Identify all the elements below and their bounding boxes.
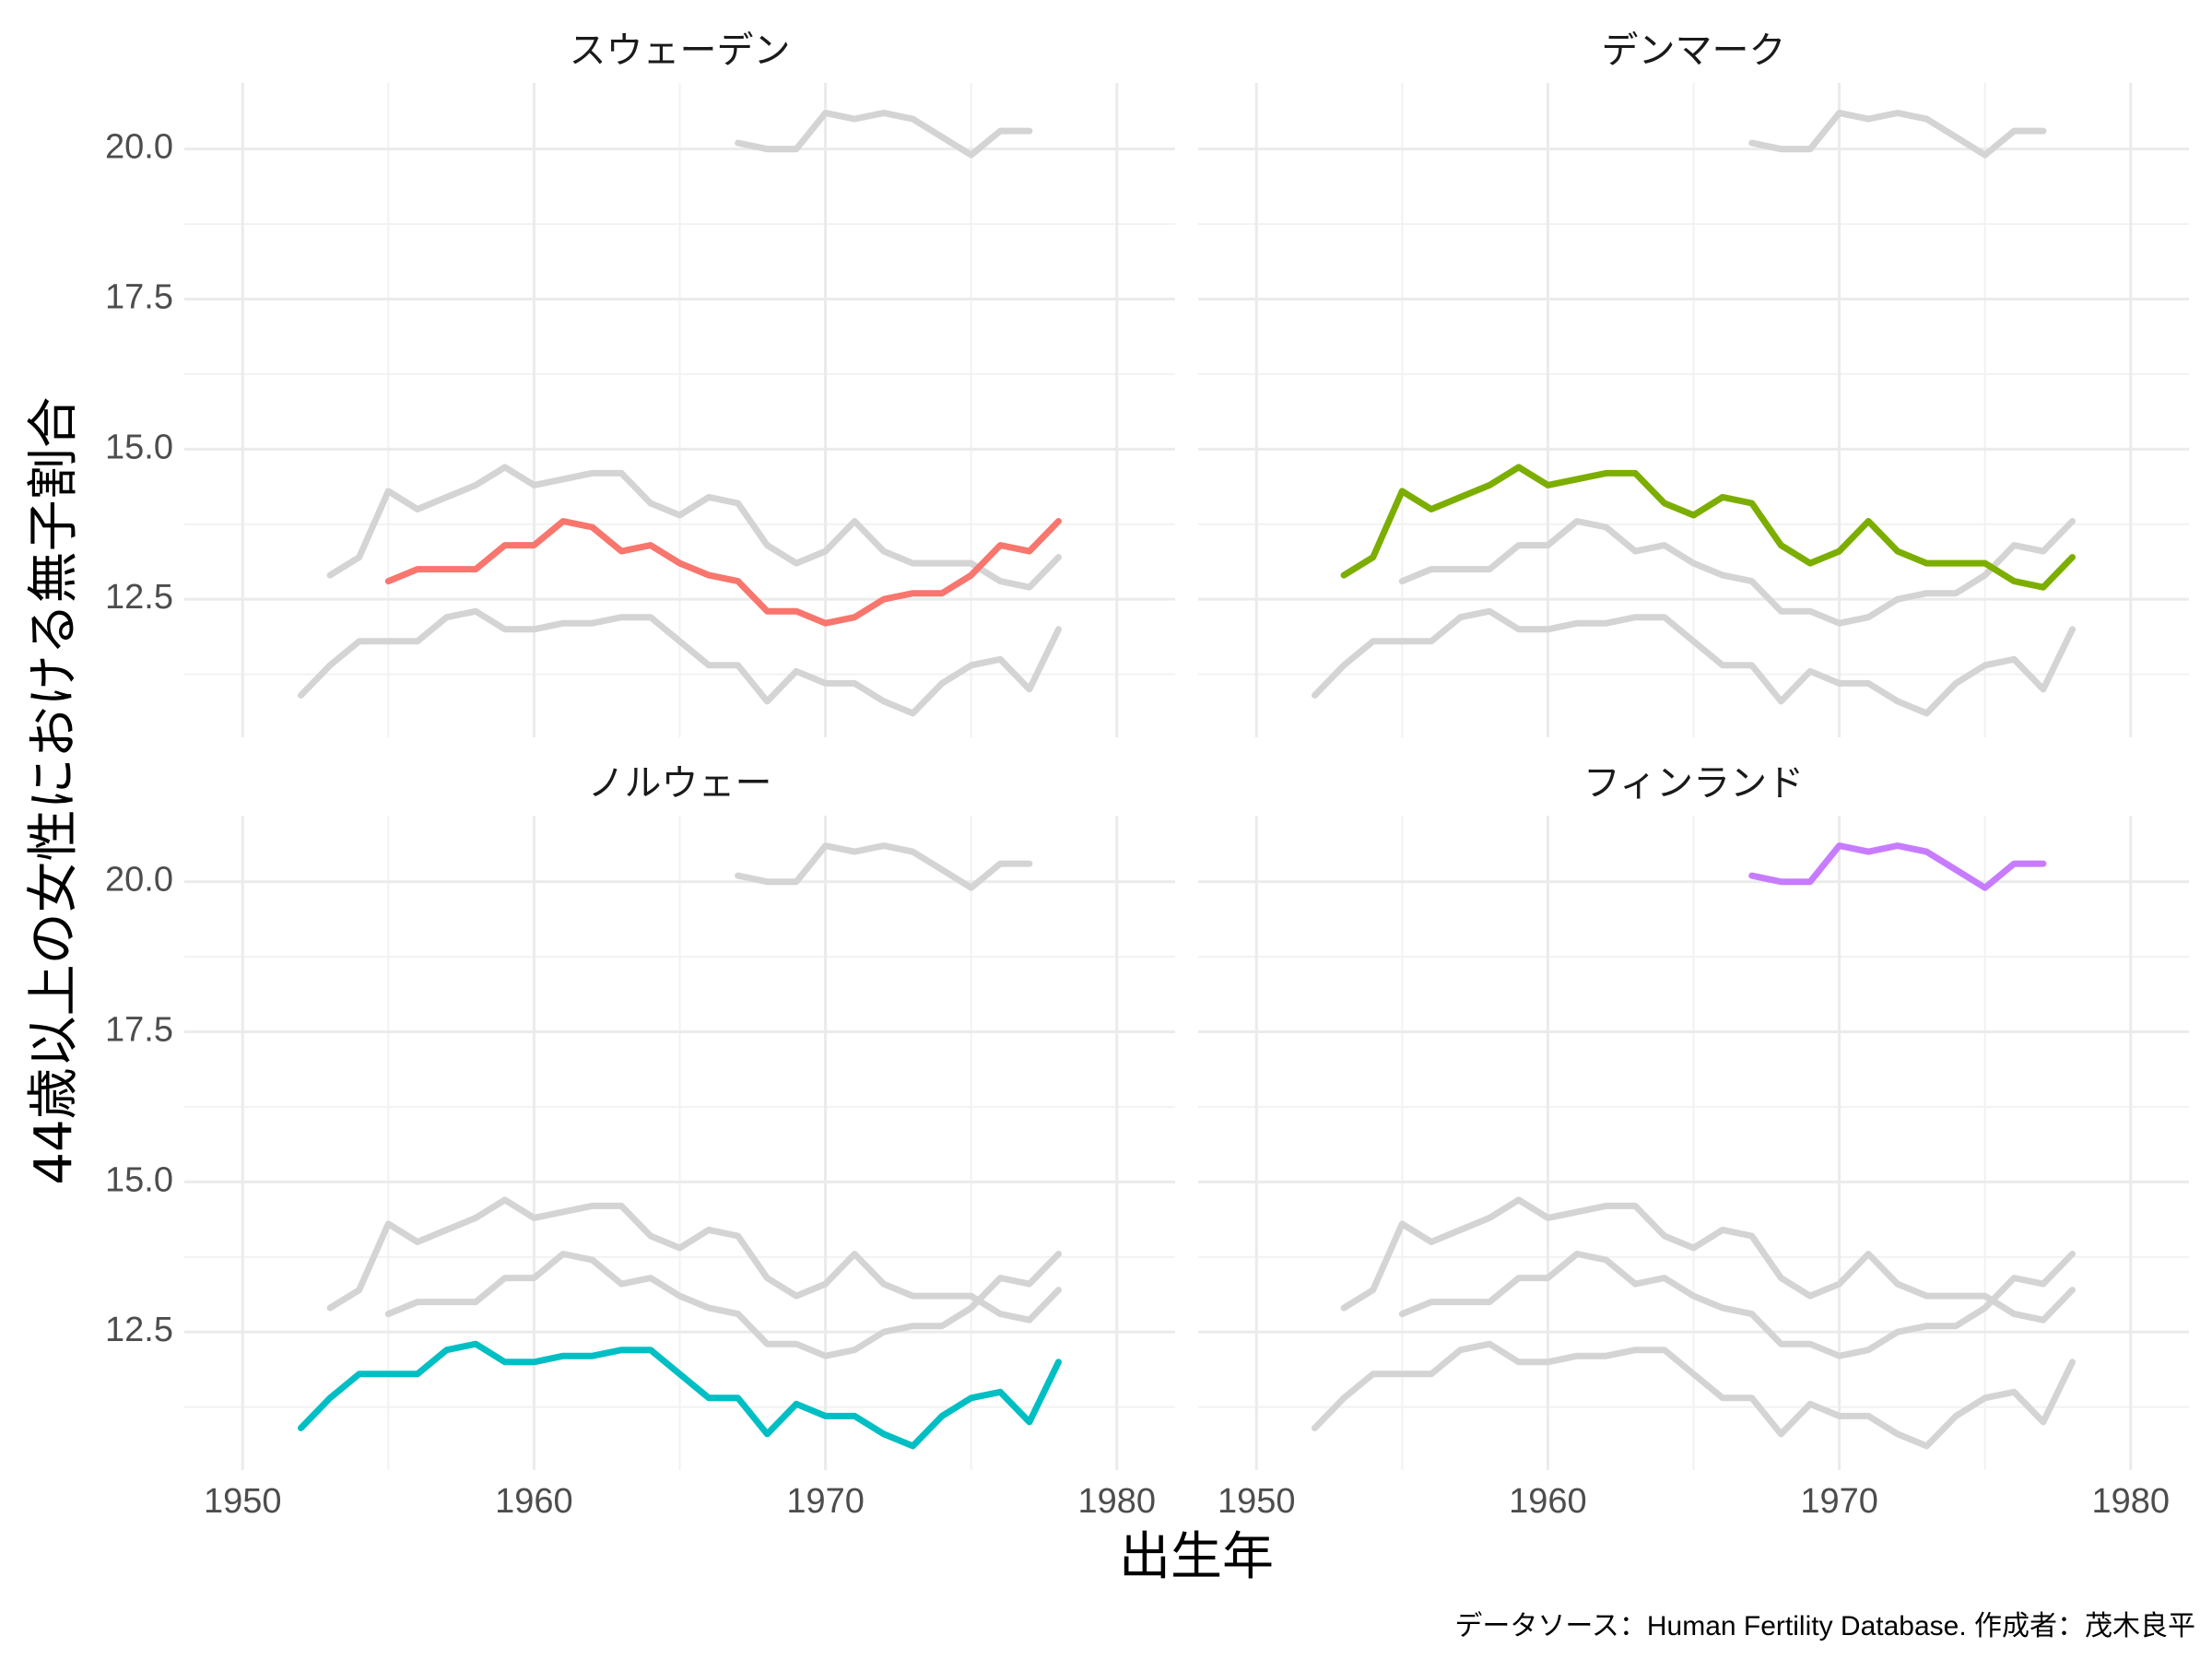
panel-denmark: デンマーク — [1198, 29, 2189, 737]
y-tick-label: 17.5 — [105, 278, 173, 317]
x-axis-title: 出生年 — [1119, 1527, 1274, 1587]
highlight-line-norway — [298, 1340, 1062, 1450]
y-tick-label: 17.5 — [105, 1011, 173, 1050]
x-tick-label: 1970 — [1800, 1482, 1878, 1521]
background-line-denmark — [326, 1196, 1062, 1324]
x-tick-label: 1960 — [1509, 1482, 1587, 1521]
highlight-line-sweden — [384, 518, 1062, 627]
y-tick-label: 20.0 — [105, 128, 173, 167]
caption: データソース：Human Fertility Database. 作成者：茂木良… — [1454, 1611, 2195, 1641]
x-tick-label: 1970 — [786, 1482, 865, 1521]
background-line-norway — [298, 607, 1062, 717]
y-tick-label: 12.5 — [105, 1311, 173, 1349]
x-tick-label: 1950 — [204, 1482, 282, 1521]
y-tick-label: 20.0 — [105, 861, 173, 900]
y-tick-label: 12.5 — [105, 578, 173, 617]
panel-title: デンマーク — [1602, 29, 1786, 72]
highlight-line-finland — [1748, 842, 2047, 891]
background-line-sweden — [384, 1251, 1062, 1359]
x-tick-label: 1950 — [1218, 1482, 1296, 1521]
background-line-denmark — [326, 464, 1062, 591]
x-tick-label: 1980 — [2091, 1482, 2170, 1521]
background-line-finland — [735, 842, 1033, 891]
panel-title: ノルウェー — [588, 762, 772, 805]
panel-title: スウェーデン — [570, 29, 791, 72]
background-line-finland — [735, 110, 1033, 159]
background-line-sweden — [1398, 1251, 2076, 1359]
y-axis-title: 44歳以上の女性における無子割合 — [24, 396, 84, 1184]
background-line-finland — [1748, 110, 2047, 159]
panel-norway: ノルウェー 12.5 15.0 17.5 20.0 1950 1960 1970 1980 — [105, 762, 1175, 1521]
x-tick-label: 1980 — [1077, 1482, 1156, 1521]
background-line-norway — [1312, 1340, 2076, 1450]
panel-sweden: スウェーデン 12.5 15.0 17.5 20.0 — [105, 29, 1175, 737]
background-line-norway — [1312, 607, 2076, 717]
x-tick-label: 1960 — [495, 1482, 573, 1521]
background-line-denmark — [1340, 1196, 2076, 1324]
panel-title: フィンランド — [1583, 762, 1804, 805]
y-tick-label: 15.0 — [105, 428, 173, 466]
highlight-line-denmark — [1340, 464, 2076, 591]
y-tick-label: 15.0 — [105, 1160, 173, 1199]
background-line-sweden — [1398, 518, 2076, 627]
panel-finland: フィンランド 1950 1960 1970 1980 — [1198, 762, 2189, 1521]
